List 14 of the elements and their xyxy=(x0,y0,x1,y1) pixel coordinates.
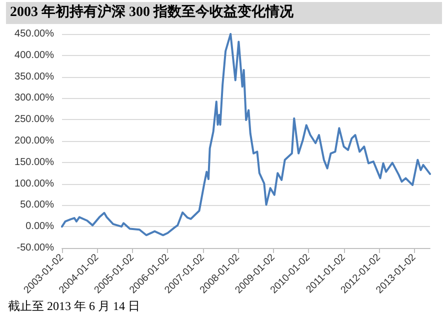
y-tick-label: 200.00% xyxy=(14,136,54,146)
y-tick-label: 100.00% xyxy=(14,178,54,190)
y-tick-label: 50.00% xyxy=(20,200,54,211)
y-tick-label: 450.00% xyxy=(14,28,54,40)
y-tick-label: 350.00% xyxy=(14,71,54,82)
y-tick-label: 400.00% xyxy=(14,50,54,61)
y-tick-label: 300.00% xyxy=(14,92,54,104)
y-tick-label: 250.00% xyxy=(14,114,54,126)
y-tick-label: 150.00% xyxy=(14,156,54,168)
y-tick-label: 0.00% xyxy=(26,221,54,232)
line-series xyxy=(61,33,431,236)
text: 截止至 2013 年 6 月 14 日 xyxy=(8,298,140,315)
chart-title: 2003 年初持有沪深 300 指数至今收益变化情况 xyxy=(6,2,442,24)
y-tick-label: -50.00% xyxy=(16,242,54,254)
